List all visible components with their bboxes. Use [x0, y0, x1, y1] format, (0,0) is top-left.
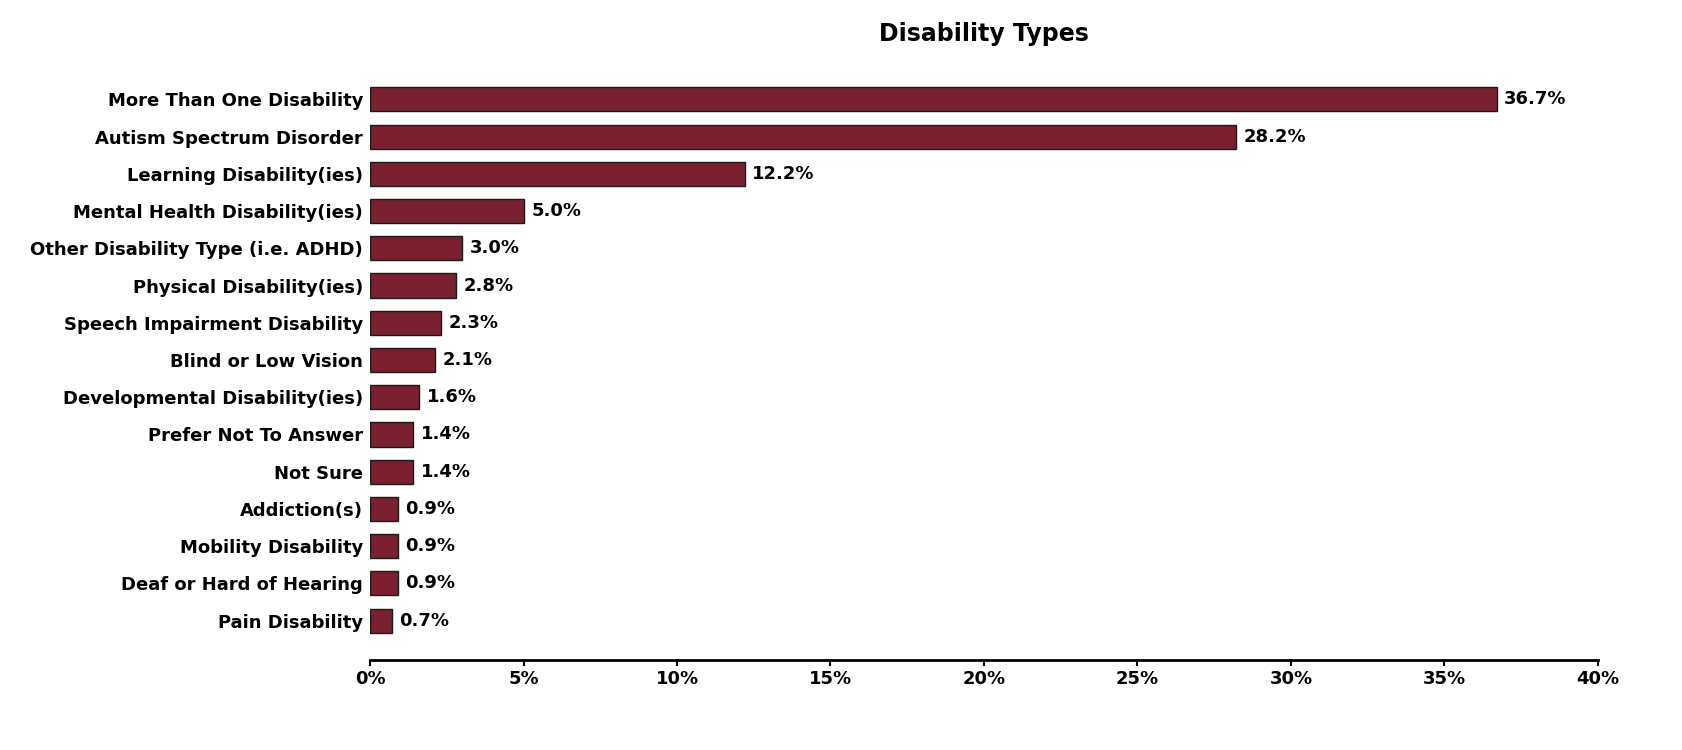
Text: 28.2%: 28.2% [1243, 128, 1305, 146]
Text: 2.8%: 2.8% [464, 277, 513, 295]
Text: 0.9%: 0.9% [405, 574, 456, 592]
Text: 2.1%: 2.1% [442, 351, 493, 369]
Bar [370, 274, 456, 298]
Text: 2.3%: 2.3% [449, 314, 498, 332]
Bar [370, 348, 434, 372]
Bar [370, 460, 414, 484]
Text: 3.0%: 3.0% [469, 239, 520, 257]
Bar [370, 124, 1236, 148]
Bar [370, 162, 745, 186]
Bar [370, 199, 523, 223]
Text: 5.0%: 5.0% [532, 202, 582, 220]
Bar [370, 87, 1497, 112]
Title: Disability Types: Disability Types [880, 22, 1088, 46]
Bar [370, 422, 414, 446]
Bar [370, 608, 392, 633]
Bar [370, 534, 397, 558]
Bar [370, 572, 397, 596]
Text: 1.6%: 1.6% [427, 388, 476, 406]
Text: 0.9%: 0.9% [405, 537, 456, 555]
Text: 1.4%: 1.4% [420, 425, 471, 443]
Text: 12.2%: 12.2% [752, 165, 814, 183]
Text: 36.7%: 36.7% [1504, 90, 1566, 108]
Bar [370, 496, 397, 521]
Bar [370, 236, 463, 260]
Text: 0.9%: 0.9% [405, 500, 456, 518]
Text: 1.4%: 1.4% [420, 463, 471, 481]
Bar [370, 386, 419, 410]
Text: 0.7%: 0.7% [399, 612, 449, 630]
Bar [370, 310, 441, 334]
